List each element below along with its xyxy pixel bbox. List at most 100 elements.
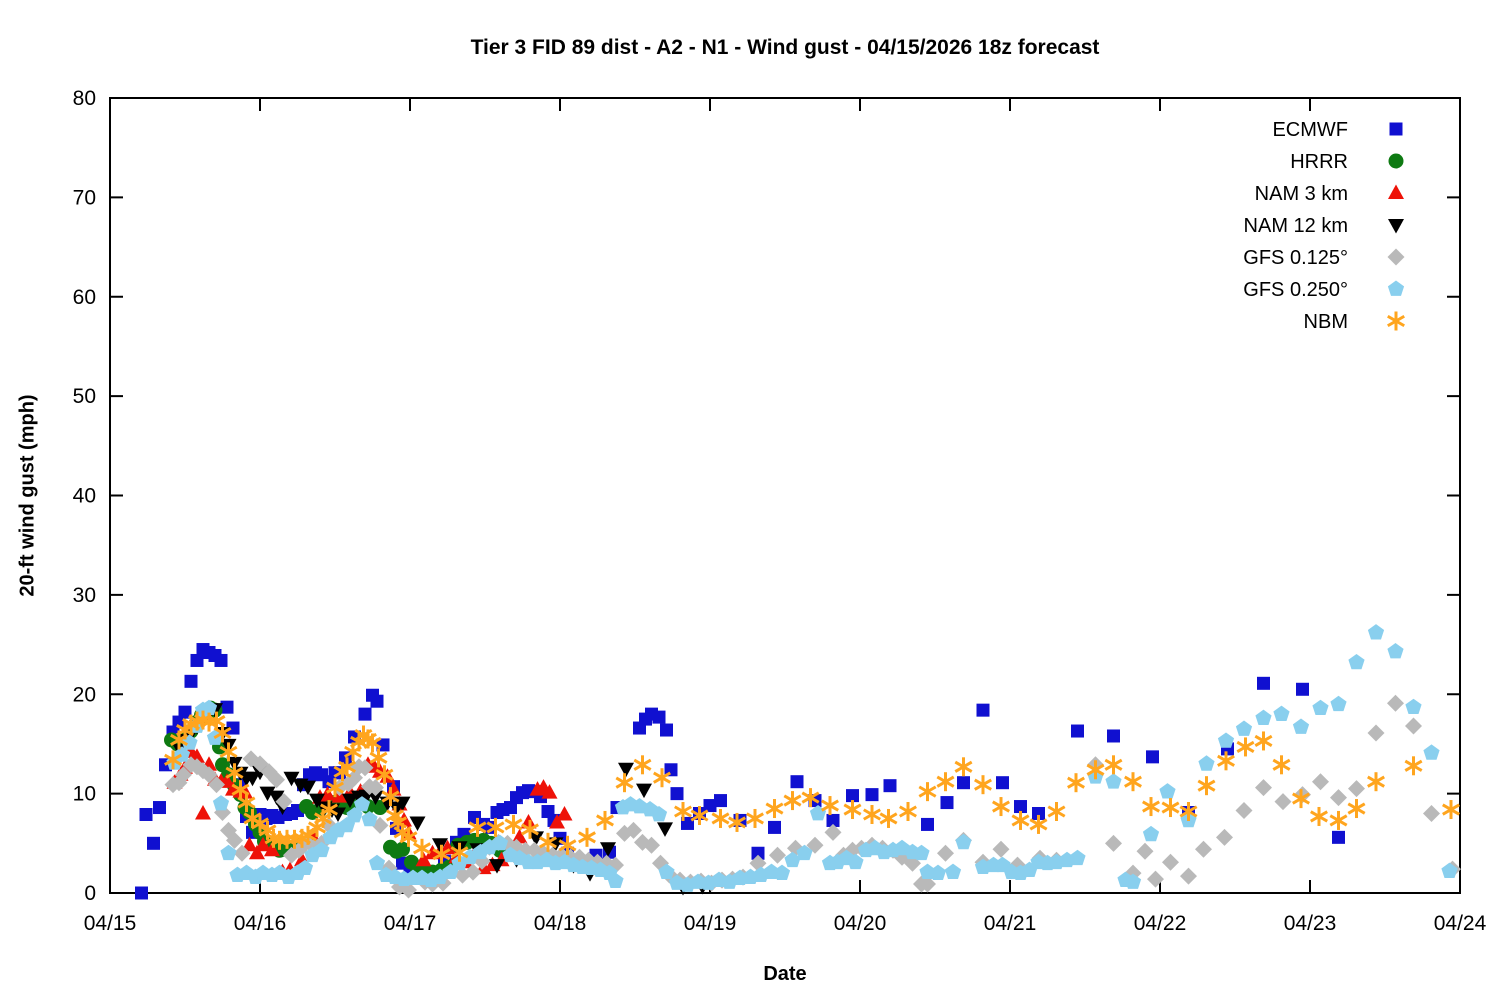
data-point-gfs-0-125- — [1423, 805, 1440, 822]
data-point-gfs-0-125- — [1367, 724, 1385, 742]
data-point-nbm — [1179, 805, 1198, 818]
data-point-nam-12-km — [283, 771, 300, 787]
data-point-ecmwf — [940, 796, 954, 810]
data-point-gfs-0-250- — [944, 863, 962, 879]
y-tick-label: 40 — [73, 485, 96, 508]
data-point-ecmwf — [178, 705, 192, 719]
data-point-gfs-0-250- — [1255, 709, 1272, 725]
data-point-nbm — [1197, 779, 1216, 792]
data-point-gfs-0-250- — [368, 854, 386, 871]
data-point-gfs-0-250- — [1367, 624, 1385, 640]
data-point-ecmwf — [768, 820, 781, 834]
data-point-nbm — [746, 812, 764, 825]
legend-marker-gfs-0-250- — [1387, 280, 1405, 296]
data-point-nbm — [558, 839, 577, 852]
y-tick-label: 20 — [73, 683, 96, 706]
data-point-nbm — [578, 831, 596, 844]
data-point-nam-12-km — [300, 780, 316, 796]
data-point-nam-12-km — [342, 793, 358, 809]
data-point-nbm — [1404, 759, 1423, 772]
data-point-gfs-0-250- — [1198, 755, 1215, 771]
data-point-gfs-0-125- — [464, 863, 482, 881]
data-point-nbm — [1104, 758, 1123, 771]
data-point-nam-12-km — [657, 822, 673, 837]
data-point-ecmwf — [147, 836, 160, 850]
data-point-ecmwf — [358, 707, 372, 721]
data-point-nbm — [1124, 775, 1142, 788]
data-point-gfs-0-250- — [1105, 773, 1122, 789]
data-point-gfs-0-250- — [847, 853, 864, 870]
data-point-gfs-0-125- — [200, 766, 218, 784]
data-point-nbm — [1047, 805, 1066, 818]
data-point-ecmwf — [190, 653, 204, 667]
data-point-ecmwf — [370, 694, 384, 708]
data-point-nam-12-km — [636, 783, 652, 799]
data-point-gfs-0-125- — [1312, 773, 1329, 791]
data-point-ecmwf — [883, 779, 897, 793]
data-point-nbm — [225, 766, 244, 779]
data-point-nbm — [728, 816, 746, 829]
data-point-nbm — [381, 790, 400, 803]
data-point-nbm — [936, 775, 955, 788]
data-point-nbm — [821, 799, 839, 812]
data-point-gfs-0-250- — [200, 699, 218, 715]
data-point-gfs-0-250- — [1441, 862, 1458, 878]
data-point-ecmwf — [670, 787, 684, 801]
data-point-gfs-0-250- — [313, 841, 330, 858]
data-point-gfs-0-125- — [1405, 717, 1422, 735]
data-point-nbm — [1347, 802, 1366, 815]
data-point-ecmwf — [135, 886, 148, 900]
data-point-nbm — [918, 785, 937, 798]
data-point-gfs-0-125- — [937, 844, 954, 862]
data-point-ecmwf — [751, 846, 765, 860]
data-point-gfs-0-250- — [1330, 695, 1347, 712]
data-point-nbm — [992, 800, 1010, 813]
data-point-ecmwf — [184, 674, 198, 688]
data-point-ecmwf — [1071, 724, 1084, 738]
data-point-nbm — [1142, 800, 1160, 813]
data-point-gfs-0-125- — [1105, 834, 1122, 852]
data-point-nbm — [596, 814, 614, 827]
data-point-gfs-0-250- — [1312, 699, 1329, 715]
x-tick-label: 04/24 — [1434, 912, 1487, 935]
data-point-gfs-0-125- — [1235, 802, 1253, 820]
data-point-nbm — [338, 760, 356, 773]
data-point-nbm — [170, 733, 188, 747]
data-point-nam-3-km — [241, 836, 258, 852]
data-point-gfs-0-250- — [1273, 705, 1290, 721]
data-point-nbm — [863, 808, 881, 821]
legend-label-gfs-0-125-: GFS 0.125° — [1243, 247, 1348, 269]
data-point-gfs-0-250- — [1405, 698, 1422, 714]
y-tick-label: 60 — [73, 286, 96, 309]
data-point-gfs-0-250- — [796, 844, 813, 861]
data-point-gfs-0-250- — [1423, 744, 1440, 760]
x-tick-label: 04/22 — [1134, 912, 1187, 935]
data-point-nbm — [231, 783, 250, 796]
data-point-nbm — [299, 829, 317, 842]
data-point-ecmwf — [660, 723, 673, 737]
data-point-nbm — [1329, 814, 1348, 827]
data-point-ecmwf — [790, 775, 804, 789]
data-point-nbm — [615, 776, 634, 789]
data-point-gfs-0-125- — [208, 776, 225, 794]
data-point-nbm — [1086, 763, 1105, 776]
data-point-ecmwf — [652, 710, 666, 724]
data-point-nbm — [399, 831, 418, 844]
data-point-gfs-0-250- — [955, 833, 972, 850]
data-point-nbm — [219, 745, 238, 758]
data-point-gfs-0-125- — [749, 854, 767, 872]
data-point-ecmwf — [826, 813, 840, 827]
data-point-nam-12-km — [309, 793, 325, 809]
data-point-ecmwf — [703, 799, 717, 813]
data-point-nbm — [1310, 810, 1328, 823]
legend-marker-nam-3-km — [1388, 184, 1404, 199]
data-point-gfs-0-125- — [824, 823, 842, 841]
data-point-nbm — [308, 821, 326, 834]
data-point-ecmwf — [1032, 807, 1045, 820]
data-point-nbm — [314, 812, 332, 825]
x-axis-title: Date — [763, 963, 807, 985]
data-point-gfs-0-250- — [1159, 783, 1176, 799]
data-point-gfs-0-125- — [919, 875, 936, 893]
data-point-gfs-0-250- — [607, 872, 624, 888]
